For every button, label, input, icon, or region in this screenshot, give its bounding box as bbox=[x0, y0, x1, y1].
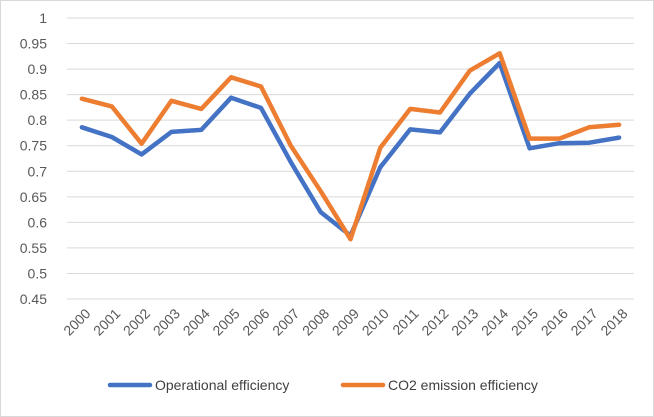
x-tick-label: 2005 bbox=[209, 305, 242, 338]
x-tick-label: 2016 bbox=[538, 305, 571, 338]
y-tick-label: 1 bbox=[39, 10, 47, 26]
y-tick-label: 0.85 bbox=[20, 87, 47, 103]
y-tick-label: 0.6 bbox=[28, 214, 48, 230]
x-tick-label: 2009 bbox=[329, 305, 362, 338]
x-tick-label: 2006 bbox=[239, 305, 272, 338]
x-tick-label: 2015 bbox=[508, 305, 541, 338]
x-tick-label: 2014 bbox=[478, 305, 511, 338]
x-tick-label: 2018 bbox=[597, 305, 630, 338]
series-lines bbox=[79, 51, 622, 242]
x-tick-label: 2001 bbox=[90, 305, 123, 338]
y-tick-label: 0.65 bbox=[20, 189, 47, 205]
gridlines bbox=[67, 17, 634, 300]
x-tick-label: 2010 bbox=[359, 305, 392, 338]
legend: Operational efficiency CO2 emission effic… bbox=[107, 377, 538, 393]
x-tick-label: 2002 bbox=[120, 305, 153, 338]
x-tick-label: 2011 bbox=[389, 305, 422, 338]
x-tick-label: 2008 bbox=[299, 305, 332, 338]
x-tick-label: 2013 bbox=[448, 305, 481, 338]
y-tick-label: 0.45 bbox=[20, 291, 47, 307]
x-tick-label: 2000 bbox=[60, 305, 93, 338]
legend-label: Operational efficiency bbox=[155, 377, 289, 393]
x-tick-label: 2017 bbox=[567, 305, 600, 338]
x-tick-label: 2004 bbox=[180, 305, 213, 338]
y-tick-label: 0.75 bbox=[20, 138, 47, 154]
y-tick-label: 0.8 bbox=[28, 112, 48, 128]
y-tick-label: 0.7 bbox=[28, 163, 48, 179]
x-tick-label: 2007 bbox=[269, 305, 302, 338]
legend-label: CO2 emission efficiency bbox=[388, 377, 538, 393]
y-tick-label: 0.55 bbox=[20, 240, 47, 256]
y-tick-label: 0.5 bbox=[28, 265, 48, 281]
x-tick-label: 2003 bbox=[150, 305, 183, 338]
series-line-co2-emission-efficiency bbox=[79, 51, 622, 242]
x-axis-ticks: 2000200120022003200420052006200720082009… bbox=[60, 305, 631, 338]
series-line-operational-efficiency bbox=[79, 60, 622, 238]
x-tick-label: 2012 bbox=[418, 305, 451, 338]
y-axis-ticks: 0.45 0.5 0.55 0.6 0.65 0.7 0.75 0.8 0.85 0.9 0.95 1 bbox=[20, 10, 47, 307]
y-tick-label: 0.9 bbox=[28, 61, 48, 77]
y-tick-label: 0.95 bbox=[20, 36, 47, 52]
